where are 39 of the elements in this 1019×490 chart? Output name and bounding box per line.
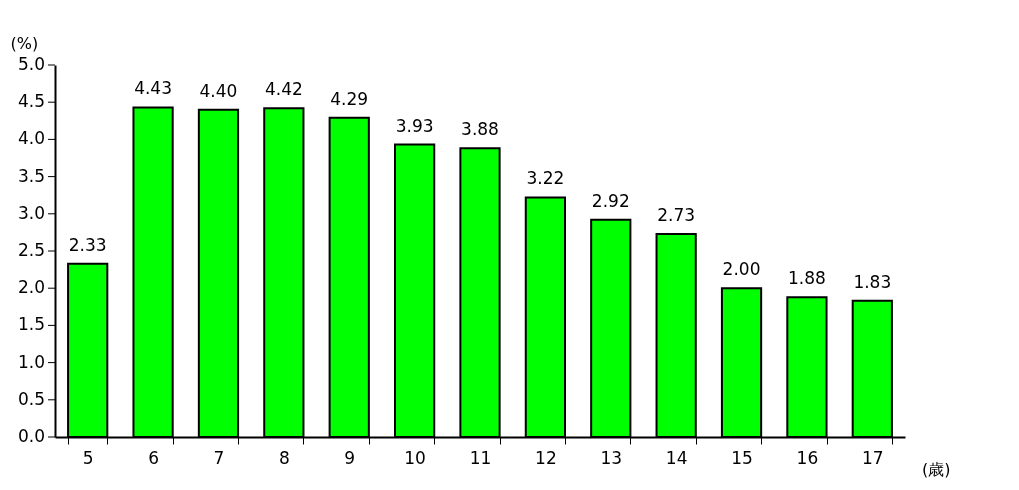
y-tick-label: 3.0: [17, 202, 45, 223]
data-label: 2.73: [657, 204, 696, 225]
y-tick-label: 3.5: [17, 165, 45, 186]
data-label: 4.42: [264, 79, 303, 100]
x-tick-label: 14: [665, 447, 688, 468]
data-label: 2.92: [591, 190, 630, 211]
x-tick-label: 12: [535, 447, 557, 468]
data-label: 4.43: [134, 78, 173, 99]
x-tick-label: 10: [404, 447, 426, 468]
data-label: 3.22: [526, 168, 565, 189]
y-tick-label: 2.0: [17, 277, 45, 298]
x-tick-label: 6: [148, 447, 159, 468]
x-tick-label: 13: [600, 447, 623, 468]
y-tick-label: 2.5: [17, 240, 45, 260]
y-axis-title: (%): [10, 33, 39, 53]
y-tick-label: 0.5: [17, 388, 45, 409]
y-tick-label: 1.5: [17, 314, 45, 335]
x-tick-label: 17: [861, 447, 884, 468]
x-tick-label: 9: [344, 447, 356, 468]
y-tick-label: 5.0: [17, 54, 45, 74]
x-axis-title: (歳): [922, 459, 951, 479]
x-tick-label: 11: [469, 447, 492, 468]
x-tick-label: 7: [213, 447, 225, 468]
data-label: 1.88: [787, 268, 826, 289]
y-tick-label: 0.0: [17, 426, 45, 446]
y-tick-label: 4.0: [17, 128, 45, 149]
x-tick-label: 16: [796, 447, 819, 468]
data-label: 1.83: [853, 271, 892, 292]
y-tick-label: 4.5: [17, 91, 45, 112]
x-tick-label: 5: [82, 447, 94, 468]
data-label: 2.00: [722, 259, 761, 280]
data-label: 4.29: [330, 88, 369, 109]
y-tick-label: 1.0: [17, 351, 45, 372]
data-label: 4.40: [199, 80, 238, 101]
data-label: 2.33: [68, 234, 107, 255]
x-tick-label: 8: [278, 447, 290, 468]
x-tick-label: 15: [731, 447, 753, 468]
data-label: 3.93: [395, 115, 434, 136]
data-label: 3.88: [461, 119, 499, 140]
